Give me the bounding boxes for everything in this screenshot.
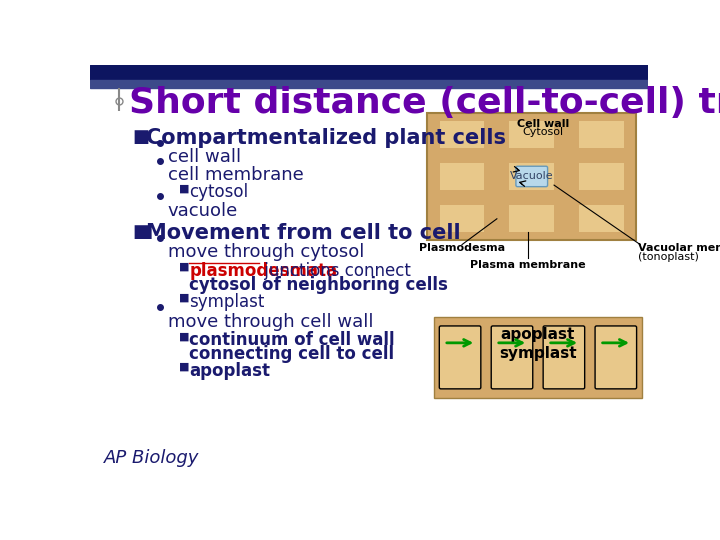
Text: ■: ■ bbox=[179, 262, 189, 272]
Text: ■: ■ bbox=[179, 184, 189, 193]
Bar bbox=[579, 163, 624, 190]
Bar bbox=[434, 317, 642, 398]
FancyBboxPatch shape bbox=[516, 166, 548, 187]
Text: Vacuolar membrane: Vacuolar membrane bbox=[638, 243, 720, 253]
Text: Short distance (cell-to-cell) transport: Short distance (cell-to-cell) transport bbox=[129, 86, 720, 120]
Text: Movement from cell to cell: Movement from cell to cell bbox=[145, 224, 460, 244]
Text: ■: ■ bbox=[179, 293, 189, 303]
Text: symplast: symplast bbox=[499, 346, 577, 361]
Bar bbox=[90, 65, 648, 80]
Bar bbox=[427, 113, 636, 240]
Bar bbox=[579, 120, 624, 147]
Bar bbox=[579, 205, 624, 232]
Text: Cell wall: Cell wall bbox=[517, 119, 570, 129]
Text: Cytosol: Cytosol bbox=[523, 127, 564, 137]
FancyBboxPatch shape bbox=[491, 326, 533, 389]
Text: plasmodesmata: plasmodesmata bbox=[189, 262, 338, 280]
Bar bbox=[510, 120, 554, 147]
Text: Vacuole: Vacuole bbox=[510, 172, 554, 181]
Text: Plasma membrane: Plasma membrane bbox=[470, 260, 585, 270]
Text: ■: ■ bbox=[132, 128, 150, 146]
Bar bbox=[90, 80, 648, 88]
Text: symplast: symplast bbox=[189, 293, 264, 310]
Bar bbox=[440, 120, 485, 147]
Text: cytosol: cytosol bbox=[189, 184, 248, 201]
Text: junctions connect: junctions connect bbox=[259, 262, 411, 280]
Text: ■: ■ bbox=[132, 224, 150, 241]
Bar bbox=[510, 163, 554, 190]
Text: move through cytosol: move through cytosol bbox=[168, 244, 364, 261]
Text: cell membrane: cell membrane bbox=[168, 166, 303, 185]
FancyBboxPatch shape bbox=[595, 326, 636, 389]
Text: continuum of cell wall: continuum of cell wall bbox=[189, 331, 395, 349]
Text: ■: ■ bbox=[179, 331, 189, 341]
Text: apoplast: apoplast bbox=[501, 327, 575, 342]
Text: AP Biology: AP Biology bbox=[104, 449, 199, 467]
Text: move through cell wall: move through cell wall bbox=[168, 313, 373, 330]
Text: Compartmentalized plant cells: Compartmentalized plant cells bbox=[145, 128, 505, 148]
Text: Plasmodesma: Plasmodesma bbox=[419, 243, 505, 253]
FancyBboxPatch shape bbox=[543, 326, 585, 389]
Text: cytosol of neighboring cells: cytosol of neighboring cells bbox=[189, 276, 448, 294]
Bar bbox=[440, 205, 485, 232]
Text: apoplast: apoplast bbox=[189, 362, 270, 380]
Text: cell wall: cell wall bbox=[168, 148, 240, 166]
Text: (tonoplast): (tonoplast) bbox=[638, 252, 699, 262]
Bar bbox=[440, 163, 485, 190]
Text: vacuole: vacuole bbox=[168, 202, 238, 220]
Text: ■: ■ bbox=[179, 362, 189, 372]
Bar bbox=[510, 205, 554, 232]
Text: connecting cell to cell: connecting cell to cell bbox=[189, 345, 395, 363]
FancyBboxPatch shape bbox=[439, 326, 481, 389]
